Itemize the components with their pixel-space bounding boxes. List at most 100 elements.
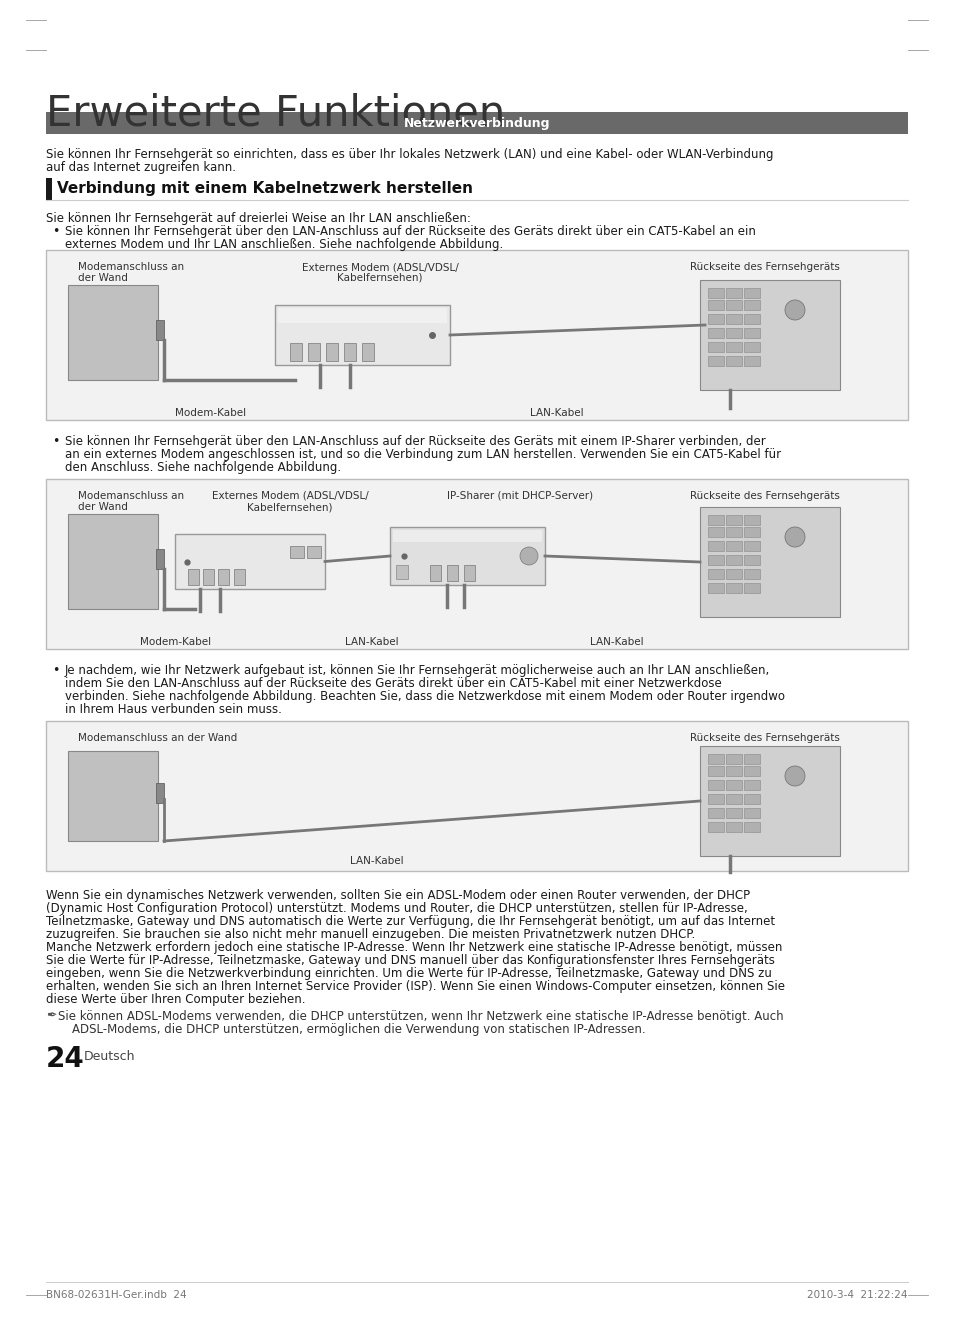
Text: Netzwerkverbindung: Netzwerkverbindung bbox=[403, 116, 550, 129]
Bar bbox=[707, 766, 723, 775]
Text: LAN-Kabel: LAN-Kabel bbox=[345, 637, 398, 647]
Bar bbox=[707, 808, 723, 818]
Text: Sie können Ihr Fernsehgerät über den LAN-Anschluss auf der Rückseite des Geräts : Sie können Ihr Fernsehgerät über den LAN… bbox=[65, 225, 755, 238]
Text: Sie können Ihr Fernsehgerät auf dreierlei Weise an Ihr LAN anschließen:: Sie können Ihr Fernsehgerät auf dreierle… bbox=[46, 211, 471, 225]
Bar bbox=[700, 280, 840, 390]
Bar bbox=[707, 300, 723, 310]
Bar bbox=[463, 565, 475, 581]
Text: Modemanschluss an: Modemanschluss an bbox=[78, 491, 184, 501]
Text: Je nachdem, wie Ihr Netzwerk aufgebaut ist, können Sie Ihr Fernsehgerät mögliche: Je nachdem, wie Ihr Netzwerk aufgebaut i… bbox=[65, 664, 769, 676]
Bar bbox=[707, 515, 723, 524]
Bar bbox=[707, 342, 723, 351]
Text: Rückseite des Fernsehgeräts: Rückseite des Fernsehgeräts bbox=[689, 262, 840, 272]
Circle shape bbox=[519, 547, 537, 565]
Text: Verbindung mit einem Kabelnetzwerk herstellen: Verbindung mit einem Kabelnetzwerk herst… bbox=[57, 181, 473, 196]
Bar bbox=[743, 754, 760, 764]
Text: Wenn Sie ein dynamisches Netzwerk verwenden, sollten Sie ein ADSL-Modem oder ein: Wenn Sie ein dynamisches Netzwerk verwen… bbox=[46, 889, 749, 902]
Text: LAN-Kabel: LAN-Kabel bbox=[530, 408, 583, 417]
Bar bbox=[326, 343, 337, 361]
Text: Sie können Ihr Fernsehgerät so einrichten, dass es über Ihr lokales Netzwerk (LA: Sie können Ihr Fernsehgerät so einrichte… bbox=[46, 148, 773, 161]
Text: ✒: ✒ bbox=[46, 1011, 56, 1022]
Bar bbox=[725, 342, 741, 351]
Bar bbox=[46, 480, 907, 649]
Bar bbox=[743, 794, 760, 804]
Text: Erweiterte Funktionen: Erweiterte Funktionen bbox=[46, 92, 505, 135]
Bar bbox=[725, 515, 741, 524]
Bar bbox=[308, 343, 319, 361]
Bar bbox=[707, 355, 723, 366]
Bar bbox=[743, 766, 760, 775]
Bar bbox=[156, 550, 164, 569]
Bar bbox=[743, 328, 760, 338]
Bar bbox=[725, 779, 741, 790]
Bar bbox=[361, 343, 374, 361]
Text: Kabelfernsehen): Kabelfernsehen) bbox=[337, 273, 422, 283]
Bar bbox=[725, 527, 741, 538]
Circle shape bbox=[784, 527, 804, 547]
Bar bbox=[743, 300, 760, 310]
Bar bbox=[46, 250, 907, 420]
Text: der Wand: der Wand bbox=[78, 502, 128, 513]
Circle shape bbox=[784, 300, 804, 320]
Bar bbox=[707, 542, 723, 551]
Bar bbox=[274, 305, 450, 365]
Text: Teilnetzmaske, Gateway und DNS automatisch die Werte zur Verfügung, die Ihr Fern: Teilnetzmaske, Gateway und DNS automatis… bbox=[46, 915, 774, 927]
Bar bbox=[743, 314, 760, 324]
Text: den Anschluss. Siehe nachfolgende Abbildung.: den Anschluss. Siehe nachfolgende Abbild… bbox=[65, 461, 341, 474]
Bar bbox=[390, 527, 544, 585]
Bar bbox=[725, 754, 741, 764]
Bar bbox=[447, 565, 457, 581]
Bar bbox=[277, 308, 447, 324]
Text: erhalten, wenden Sie sich an Ihren Internet Service Provider (ISP). Wenn Sie ein: erhalten, wenden Sie sich an Ihren Inter… bbox=[46, 980, 784, 993]
Bar bbox=[725, 569, 741, 579]
Bar bbox=[174, 534, 325, 589]
Bar bbox=[290, 546, 304, 557]
Bar bbox=[307, 546, 320, 557]
Circle shape bbox=[784, 766, 804, 786]
Bar bbox=[46, 112, 907, 133]
Bar bbox=[725, 794, 741, 804]
Bar bbox=[68, 514, 158, 609]
Text: Modemanschluss an der Wand: Modemanschluss an der Wand bbox=[78, 733, 237, 742]
Bar bbox=[707, 569, 723, 579]
Bar bbox=[46, 721, 907, 871]
Text: an ein externes Modem angeschlossen ist, und so die Verbindung zum LAN herstelle: an ein externes Modem angeschlossen ist,… bbox=[65, 448, 781, 461]
Bar bbox=[725, 314, 741, 324]
Bar bbox=[707, 527, 723, 538]
Text: Sie die Werte für IP-Adresse, Teilnetzmaske, Gateway und DNS manuell über das Ko: Sie die Werte für IP-Adresse, Teilnetzma… bbox=[46, 954, 774, 967]
Text: zuzugreifen. Sie brauchen sie also nicht mehr manuell einzugeben. Die meisten Pr: zuzugreifen. Sie brauchen sie also nicht… bbox=[46, 927, 695, 941]
Bar bbox=[707, 314, 723, 324]
Text: •: • bbox=[52, 664, 59, 676]
Text: Modem-Kabel: Modem-Kabel bbox=[174, 408, 246, 417]
Bar bbox=[743, 527, 760, 538]
Text: LAN-Kabel: LAN-Kabel bbox=[350, 856, 403, 867]
Text: 2010-3-4  21:22:24: 2010-3-4 21:22:24 bbox=[806, 1291, 907, 1300]
Bar bbox=[725, 808, 741, 818]
Text: Kabelfernsehen): Kabelfernsehen) bbox=[247, 502, 333, 513]
Text: Externes Modem (ADSL/VDSL/: Externes Modem (ADSL/VDSL/ bbox=[212, 491, 368, 501]
Text: •: • bbox=[52, 225, 59, 238]
Bar bbox=[743, 555, 760, 565]
Text: (Dynamic Host Configuration Protocol) unterstützt. Modems und Router, die DHCP u: (Dynamic Host Configuration Protocol) un… bbox=[46, 902, 747, 915]
Bar bbox=[743, 583, 760, 593]
Text: Manche Netzwerk erfordern jedoch eine statische IP-Adresse. Wenn Ihr Netzwerk ei: Manche Netzwerk erfordern jedoch eine st… bbox=[46, 941, 781, 954]
Bar bbox=[156, 783, 164, 803]
Bar bbox=[707, 288, 723, 299]
Text: auf das Internet zugreifen kann.: auf das Internet zugreifen kann. bbox=[46, 161, 235, 174]
Text: Sie können Ihr Fernsehgerät über den LAN-Anschluss auf der Rückseite des Geräts : Sie können Ihr Fernsehgerät über den LAN… bbox=[65, 435, 765, 448]
Text: Rückseite des Fernsehgeräts: Rückseite des Fernsehgeräts bbox=[689, 491, 840, 501]
Text: LAN-Kabel: LAN-Kabel bbox=[589, 637, 643, 647]
Bar bbox=[233, 569, 245, 585]
Bar bbox=[156, 320, 164, 339]
Bar bbox=[344, 343, 355, 361]
Bar bbox=[430, 565, 440, 581]
Bar bbox=[707, 583, 723, 593]
Bar bbox=[290, 343, 302, 361]
Bar bbox=[743, 515, 760, 524]
Bar bbox=[707, 754, 723, 764]
Text: der Wand: der Wand bbox=[78, 273, 128, 283]
Text: ADSL-Modems, die DHCP unterstützen, ermöglichen die Verwendung von statischen IP: ADSL-Modems, die DHCP unterstützen, ermö… bbox=[71, 1022, 645, 1036]
Text: eingeben, wenn Sie die Netzwerkverbindung einrichten. Um die Werte für IP-Adress: eingeben, wenn Sie die Netzwerkverbindun… bbox=[46, 967, 771, 980]
Bar bbox=[743, 822, 760, 832]
Bar bbox=[743, 288, 760, 299]
